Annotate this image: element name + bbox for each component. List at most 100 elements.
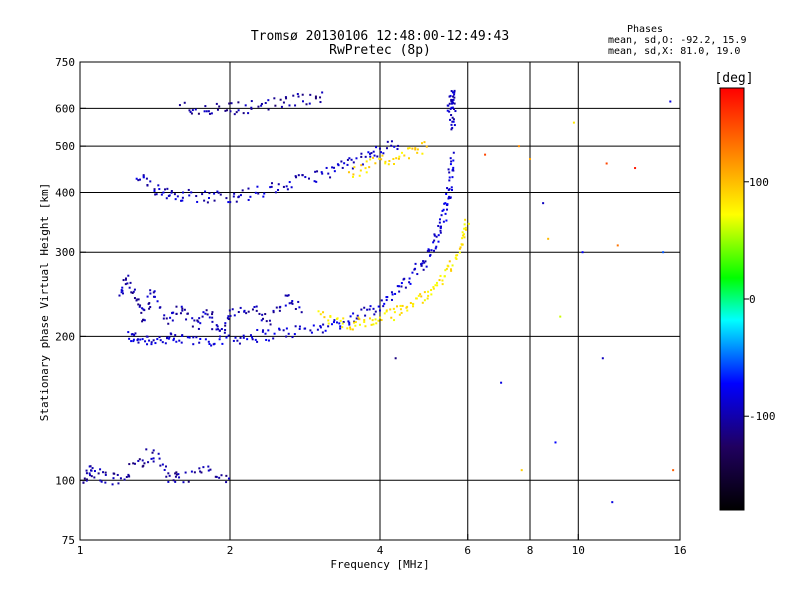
echo-point — [446, 264, 449, 267]
echo-point — [264, 102, 267, 105]
echo-point — [294, 325, 297, 328]
echo-point — [192, 336, 195, 339]
echo-point — [434, 247, 437, 250]
echo-point — [239, 336, 242, 339]
echo-point — [443, 202, 446, 205]
echo-point — [529, 158, 531, 161]
echo-point — [451, 100, 454, 103]
echo-point — [113, 472, 116, 475]
echo-point — [308, 102, 311, 105]
echo-point — [235, 111, 238, 114]
echo-point — [160, 193, 163, 196]
echo-point — [398, 313, 401, 316]
echo-point — [427, 294, 430, 297]
echo-point — [234, 336, 237, 339]
echo-point — [287, 332, 290, 335]
echo-point — [463, 223, 466, 226]
echo-point — [390, 298, 393, 301]
echo-point — [324, 329, 327, 332]
echo-point — [137, 179, 140, 182]
echo-point — [170, 191, 173, 194]
y-tick-label: 100 — [55, 474, 75, 487]
colorbar-ticks: 100 0 -100 — [744, 176, 776, 423]
echo-point — [423, 141, 426, 144]
echo-point — [194, 108, 197, 111]
echo-point — [128, 463, 131, 466]
echo-point — [319, 313, 322, 316]
echo-point — [215, 102, 218, 105]
echo-point — [438, 279, 441, 282]
echo-point — [446, 104, 449, 107]
echo-point — [193, 471, 196, 474]
echo-point — [360, 164, 363, 167]
echo-points — [82, 89, 675, 504]
echo-point — [167, 472, 170, 475]
echo-point — [228, 102, 231, 105]
echo-point — [88, 472, 91, 475]
echo-point — [393, 145, 396, 148]
echo-point — [152, 457, 155, 460]
echo-point — [385, 299, 388, 302]
echo-point — [397, 157, 400, 160]
echo-point — [190, 191, 193, 194]
echo-point — [291, 336, 294, 339]
echo-point — [414, 147, 417, 150]
echo-point — [458, 247, 461, 250]
echo-point — [408, 147, 411, 150]
echo-point — [280, 105, 283, 108]
echo-point — [142, 318, 145, 321]
echo-point — [171, 312, 174, 315]
echo-point — [137, 298, 140, 301]
x-axis-ticks: 1 2 4 6 8 10 16 — [77, 534, 687, 557]
echo-point — [433, 239, 436, 242]
echo-point — [286, 188, 289, 191]
echo-point — [446, 203, 449, 206]
echo-point — [152, 339, 155, 342]
colorbar-label: [deg] — [714, 71, 753, 86]
echo-point — [215, 324, 218, 327]
echo-point — [373, 154, 376, 157]
echo-point — [405, 306, 408, 309]
echo-point — [191, 325, 194, 328]
echo-point — [372, 307, 375, 310]
echo-point — [168, 336, 171, 339]
echo-point — [207, 340, 210, 343]
echo-point — [346, 158, 349, 161]
echo-point — [141, 459, 144, 462]
echo-point — [235, 200, 238, 203]
echo-point — [634, 167, 637, 170]
echo-point — [90, 469, 93, 472]
echo-point — [167, 337, 170, 340]
echo-point — [394, 292, 397, 295]
echo-point — [452, 159, 455, 162]
echo-point — [445, 267, 448, 270]
echo-point — [162, 317, 165, 320]
echo-point — [142, 464, 145, 467]
echo-point — [153, 189, 156, 192]
echo-point — [353, 166, 356, 169]
echo-point — [441, 283, 444, 286]
echo-point — [251, 338, 254, 341]
echo-point — [316, 170, 319, 173]
echo-point — [211, 316, 214, 319]
echo-point — [254, 338, 257, 341]
echo-point — [453, 102, 456, 105]
echo-point — [141, 320, 144, 323]
y-tick-label: 400 — [55, 186, 75, 199]
echo-point — [327, 325, 330, 328]
echo-point — [136, 339, 139, 342]
echo-point — [270, 185, 273, 188]
echo-point — [278, 309, 281, 312]
echo-point — [159, 464, 162, 467]
echo-point — [459, 246, 462, 249]
echo-point — [250, 107, 253, 110]
echo-point — [182, 191, 185, 194]
echo-point — [221, 342, 224, 345]
echo-point — [388, 159, 391, 162]
echo-point — [220, 328, 223, 331]
echo-point — [146, 184, 149, 187]
echo-point — [404, 286, 407, 289]
echo-point — [369, 158, 372, 161]
echo-point — [554, 441, 557, 444]
echo-point — [417, 294, 420, 297]
